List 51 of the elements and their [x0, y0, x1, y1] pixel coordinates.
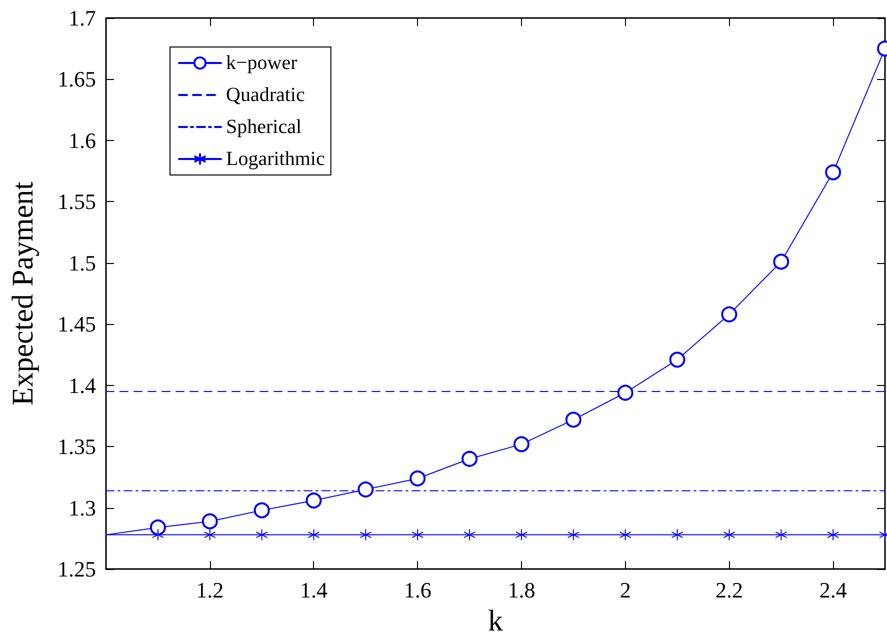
x-axis-title: k: [488, 604, 503, 638]
point: [567, 528, 580, 541]
point: [412, 528, 424, 541]
point: [410, 470, 426, 486]
point: [256, 528, 268, 541]
x-tick-label: 1.8: [508, 578, 536, 603]
point: [669, 352, 686, 368]
legend-label: Quadratic: [226, 84, 305, 106]
legend-label: k−power: [226, 52, 298, 74]
point: [202, 513, 218, 530]
point: [152, 528, 164, 541]
point: [464, 528, 476, 541]
point: [617, 384, 634, 401]
point: [360, 528, 372, 541]
y-tick-label: 1.25: [58, 556, 96, 582]
y-tick-label: 1.5: [68, 250, 96, 276]
point: [773, 254, 790, 270]
legend-label: Spherical: [226, 116, 302, 138]
point: [775, 528, 788, 541]
x-tick-label: 2: [620, 578, 631, 603]
point: [204, 528, 216, 541]
point: [306, 492, 322, 509]
point: [462, 450, 478, 467]
point: [308, 528, 320, 541]
point: [825, 164, 842, 180]
point: [619, 528, 632, 541]
y-tick-label: 1.55: [58, 189, 96, 214]
point: [827, 528, 840, 541]
point: [150, 519, 166, 536]
legend-label: Logarithmic: [226, 148, 325, 170]
x-tick-label: 2.2: [715, 578, 743, 603]
point: [358, 482, 374, 498]
x-tick-label: 1.6: [404, 578, 432, 603]
y-tick-label: 1.3: [68, 495, 96, 520]
y-tick-label: 1.6: [68, 128, 96, 153]
point: [721, 306, 738, 322]
point: [565, 412, 582, 428]
y-axis-title: Expected Payment: [6, 180, 40, 406]
point: [515, 528, 528, 541]
point: [254, 502, 270, 518]
y-tick-label: 1.4: [68, 372, 96, 398]
y-tick-label: 1.35: [58, 434, 96, 460]
point: [671, 528, 684, 541]
y-tick-label: 1.7: [68, 6, 96, 30]
point: [723, 528, 736, 541]
x-tick-label: 2.4: [819, 578, 847, 603]
point: [513, 436, 530, 452]
x-tick-label: 1.2: [196, 578, 224, 603]
y-tick-label: 1.65: [58, 66, 96, 92]
x-tick-label: 1.4: [300, 578, 328, 603]
y-tick-label: 1.45: [58, 312, 96, 337]
